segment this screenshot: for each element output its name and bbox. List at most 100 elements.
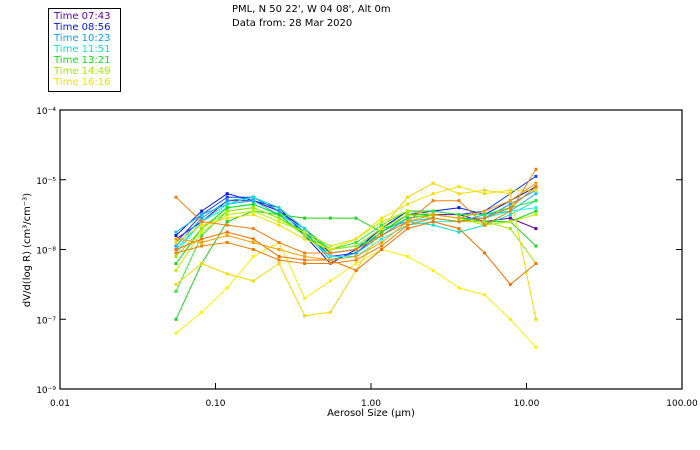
data-point bbox=[174, 331, 178, 335]
data-point bbox=[406, 195, 410, 199]
data-point bbox=[431, 209, 435, 213]
data-point bbox=[303, 230, 307, 234]
data-point bbox=[508, 199, 512, 203]
data-point bbox=[534, 209, 538, 213]
plot-frame bbox=[59, 109, 683, 390]
data-point bbox=[225, 202, 229, 206]
data-point bbox=[508, 192, 512, 196]
data-point bbox=[508, 317, 512, 321]
data-point bbox=[200, 262, 204, 265]
data-point bbox=[328, 262, 332, 265]
series-line bbox=[175, 241, 537, 348]
data-point bbox=[534, 188, 538, 192]
data-point bbox=[406, 255, 410, 258]
legend-item: Time 14:49 bbox=[54, 66, 111, 77]
y-tick-label: 10⁻⁸ bbox=[36, 247, 56, 257]
data-point bbox=[457, 206, 461, 210]
data-point bbox=[406, 223, 410, 227]
data-point bbox=[174, 251, 178, 255]
data-point bbox=[457, 192, 461, 196]
data-point bbox=[225, 209, 229, 213]
data-point bbox=[225, 286, 229, 290]
data-point bbox=[174, 230, 178, 234]
data-point bbox=[225, 195, 229, 199]
data-point bbox=[251, 237, 255, 241]
data-point bbox=[328, 279, 332, 283]
data-point bbox=[303, 262, 307, 265]
data-point bbox=[354, 241, 358, 244]
series-line bbox=[175, 210, 537, 320]
data-point bbox=[328, 248, 332, 251]
data-point bbox=[354, 244, 358, 248]
chart-subtitle: Data from: 28 Mar 2020 bbox=[232, 18, 353, 29]
x-tick-label: 100.00 bbox=[666, 399, 698, 409]
data-point bbox=[200, 230, 204, 234]
data-point bbox=[277, 255, 281, 258]
data-point bbox=[174, 262, 178, 265]
data-point bbox=[251, 202, 255, 206]
data-point bbox=[225, 192, 229, 196]
x-axis-title: Aerosol Size (μm) bbox=[327, 408, 415, 419]
data-point bbox=[508, 209, 512, 213]
data-point bbox=[457, 286, 461, 290]
series-line bbox=[175, 175, 537, 258]
data-point bbox=[277, 241, 281, 244]
series-13 bbox=[174, 241, 538, 349]
data-point bbox=[303, 296, 307, 300]
data-point bbox=[508, 202, 512, 206]
data-point bbox=[251, 199, 255, 203]
data-point bbox=[534, 199, 538, 203]
data-point bbox=[431, 213, 435, 217]
data-point bbox=[354, 255, 358, 258]
data-point bbox=[328, 310, 332, 314]
data-point bbox=[431, 181, 435, 185]
data-point bbox=[354, 216, 358, 220]
data-point bbox=[225, 230, 229, 234]
data-point bbox=[483, 251, 487, 255]
series-17 bbox=[174, 181, 538, 262]
data-point bbox=[483, 223, 487, 227]
data-point bbox=[431, 220, 435, 224]
data-point bbox=[200, 244, 204, 248]
legend-item: Time 07:43 bbox=[54, 11, 111, 22]
data-point bbox=[406, 202, 410, 206]
data-point bbox=[200, 209, 204, 213]
data-point bbox=[534, 192, 538, 196]
data-point bbox=[508, 220, 512, 224]
data-point bbox=[406, 220, 410, 224]
data-point bbox=[303, 251, 307, 255]
y-tick-label: 10⁻⁹ bbox=[36, 386, 56, 396]
data-point bbox=[457, 220, 461, 224]
data-point bbox=[251, 209, 255, 213]
data-point bbox=[380, 234, 384, 237]
data-point bbox=[174, 289, 178, 293]
data-point bbox=[251, 241, 255, 244]
data-point bbox=[174, 234, 178, 237]
data-point bbox=[251, 195, 255, 199]
legend-item: Time 08:56 bbox=[54, 22, 111, 33]
data-point bbox=[277, 223, 281, 227]
data-point bbox=[251, 279, 255, 283]
series-layer bbox=[174, 167, 538, 349]
data-point bbox=[225, 216, 229, 220]
x-tick-label: 0.10 bbox=[205, 399, 225, 409]
data-point bbox=[251, 213, 255, 217]
data-point bbox=[508, 213, 512, 217]
data-point bbox=[174, 195, 178, 199]
data-point bbox=[225, 206, 229, 210]
data-point bbox=[483, 216, 487, 220]
data-point bbox=[303, 237, 307, 241]
data-point bbox=[508, 188, 512, 192]
data-point bbox=[380, 216, 384, 220]
data-point bbox=[225, 199, 229, 203]
x-axis: 0.01 0.10 1.00 10.00 100.00 bbox=[50, 383, 698, 409]
data-point bbox=[303, 227, 307, 231]
legend: Time 07:43 Time 08:56 Time 10:23 Time 11… bbox=[48, 8, 121, 92]
data-point bbox=[277, 262, 281, 265]
legend-item: Time 13:21 bbox=[54, 55, 111, 66]
data-point bbox=[508, 216, 512, 220]
data-point bbox=[354, 248, 358, 251]
data-point bbox=[328, 255, 332, 258]
data-point bbox=[277, 248, 281, 251]
